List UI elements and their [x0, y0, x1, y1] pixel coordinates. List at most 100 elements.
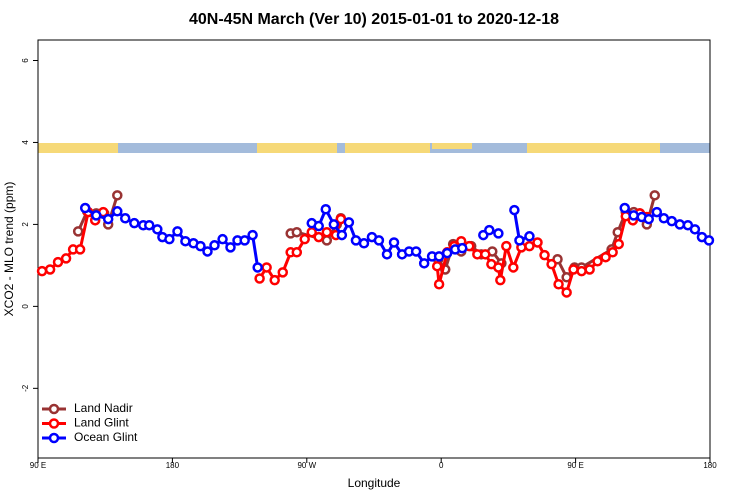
data-point	[613, 238, 625, 250]
data-point	[524, 231, 535, 242]
legend-label: Land Glint	[74, 416, 129, 430]
data-point	[129, 217, 140, 229]
data-point	[291, 226, 303, 238]
data-point	[358, 238, 370, 249]
x-tick-label: 180	[166, 461, 180, 470]
x-tick-label: 90 W	[297, 461, 316, 470]
land-strip	[345, 143, 430, 153]
data-point	[277, 267, 289, 278]
data-point	[649, 190, 660, 201]
data-point	[74, 244, 86, 255]
data-point	[584, 264, 595, 275]
data-point	[457, 242, 468, 254]
data-point	[568, 264, 579, 275]
data-point	[52, 256, 64, 268]
y-tick-label: 0	[21, 304, 30, 309]
data-point	[202, 246, 213, 257]
data-point	[261, 262, 272, 273]
data-point	[607, 247, 618, 258]
x-tick-label: 0	[439, 461, 444, 470]
data-point	[44, 264, 56, 275]
legend-label: Land Nadir	[74, 401, 133, 415]
data-point	[600, 251, 611, 263]
land-ocean-band	[38, 143, 710, 153]
data-point	[410, 246, 422, 257]
data-point	[254, 273, 265, 284]
data-point	[195, 240, 206, 252]
data-point	[480, 249, 491, 260]
data-point	[524, 240, 535, 252]
data-point	[628, 210, 639, 221]
data-point	[72, 226, 84, 237]
data-point	[514, 235, 525, 246]
data-point	[299, 233, 310, 245]
data-point	[373, 235, 385, 246]
x-axis-label: Longitude	[348, 476, 401, 490]
data-point	[343, 217, 355, 228]
y-tick-label: 6	[21, 58, 30, 63]
data-point	[209, 240, 220, 251]
y-tick-label: 4	[21, 140, 30, 145]
data-point	[493, 228, 504, 239]
legend-marker	[48, 418, 60, 429]
land-strip	[38, 143, 118, 153]
data-point	[592, 256, 603, 267]
data-point	[689, 224, 701, 235]
data-point	[433, 251, 445, 262]
data-point	[539, 249, 550, 261]
data-point	[381, 249, 393, 260]
data-point	[112, 206, 123, 217]
data-point	[350, 235, 362, 246]
data-point	[144, 219, 155, 231]
data-point	[112, 190, 123, 201]
legend-label: Ocean Glint	[74, 430, 138, 444]
plot-frame	[37, 39, 711, 459]
data-point	[433, 278, 445, 290]
data-point	[643, 213, 655, 225]
data-point	[576, 265, 587, 277]
data-point	[553, 278, 564, 290]
x-tick-label: 90 E	[30, 461, 46, 470]
data-point	[703, 235, 715, 246]
land-strip	[257, 143, 337, 153]
data-point	[172, 226, 183, 237]
data-point	[546, 258, 557, 270]
y-axis-label: XCO2 - MLO trend (ppm)	[2, 182, 16, 317]
data-point	[239, 235, 250, 246]
data-point	[164, 233, 175, 245]
data-point	[217, 233, 228, 245]
data-point	[79, 202, 91, 214]
data-point	[90, 210, 102, 221]
data-point	[501, 240, 512, 252]
land-strip	[432, 143, 472, 149]
data-point	[495, 274, 506, 286]
data-point	[336, 229, 348, 241]
data-point	[418, 258, 430, 269]
data-point	[60, 253, 72, 264]
legend-marker	[48, 403, 60, 415]
data-point	[388, 237, 400, 248]
data-point	[152, 224, 163, 235]
data-point	[321, 226, 333, 238]
y-tick-label: 2	[21, 222, 30, 227]
data-point	[269, 274, 280, 286]
legend-marker	[48, 432, 60, 444]
data-point	[320, 203, 332, 215]
data-point	[431, 260, 443, 272]
data-point	[252, 262, 263, 273]
data-point	[666, 215, 678, 227]
data-point	[119, 213, 131, 224]
x-tick-label: 180	[703, 461, 717, 470]
data-point	[321, 235, 333, 246]
data-point	[509, 204, 520, 216]
data-point	[328, 219, 340, 230]
data-point	[619, 202, 630, 214]
data-point	[247, 229, 258, 241]
land-strip	[527, 143, 660, 153]
data-point	[493, 262, 504, 273]
data-point	[291, 247, 303, 258]
data-point	[313, 231, 324, 243]
data-point	[313, 220, 324, 232]
